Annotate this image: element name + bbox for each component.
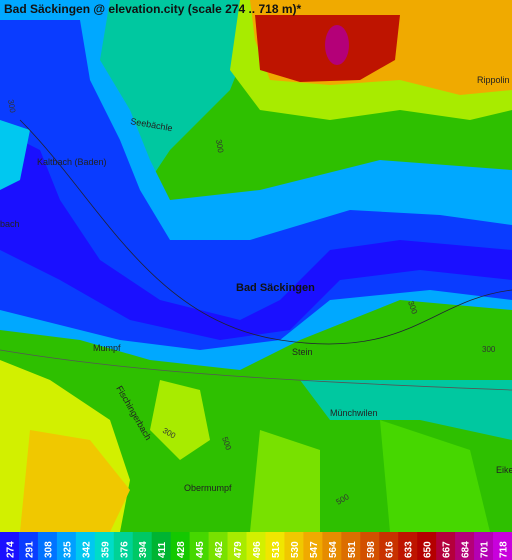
legend-label: 564 [328,541,339,558]
legend-swatch [170,532,191,560]
place-label: Stein [292,347,313,357]
legend-swatch [132,532,153,560]
legend-label: 684 [461,541,472,558]
legend-swatch [360,532,380,560]
legend-swatch [455,532,475,560]
legend-label: 496 [252,541,263,558]
road [0,349,512,391]
terrain-gold [20,430,130,532]
legend-label: 616 [385,541,396,558]
legend-swatch [94,532,115,560]
legend-label: 547 [309,541,320,558]
place-label: bach [0,219,20,229]
legend-label: 274 [5,541,16,558]
legend-swatch [227,532,248,560]
legend-label: 291 [24,541,35,558]
legend-swatch [56,532,77,560]
legend: 274 291 308 325 342 359 376 394 411 428 445 462 479 4… [0,532,512,560]
legend-swatch [0,532,20,560]
legend-swatch [322,532,342,560]
legend-label: 376 [119,541,130,558]
terrain-hill4 [380,420,490,532]
legend-label: 342 [81,541,92,558]
legend-swatch [341,532,361,560]
legend-label: 530 [290,541,301,558]
contour-label: 300 [406,300,419,316]
contour-label: 300 [482,345,496,354]
terrain-hill2 [150,380,210,460]
legend-label: 598 [366,541,377,558]
legend-label: 359 [100,541,111,558]
place-label: Eike [496,465,512,475]
legend-label: 633 [404,541,415,558]
place-label: Münchwilen [330,408,378,418]
legend-label: 479 [233,541,244,558]
place-label: Kaltbach (Baden) [37,157,107,167]
legend-label: 394 [138,541,149,558]
map-title: Bad Säckingen @ elevation.city (scale 27… [4,2,302,16]
legend-swatch [493,532,512,560]
terrain-valley [300,380,512,440]
legend-label: 718 [499,541,510,558]
legend-swatch [151,532,172,560]
legend-label: 308 [43,541,54,558]
legend-label: 428 [176,541,187,558]
legend-swatch [398,532,418,560]
legend-swatch [436,532,456,560]
legend-swatch [189,532,210,560]
legend-swatch [265,532,285,560]
legend-swatch [303,532,323,560]
legend-swatch [18,532,39,560]
terrain-river [0,130,512,340]
legend-swatch [246,532,266,560]
contour-label: 300 [214,139,225,154]
legend-label: 667 [442,541,453,558]
terrain-peak [325,25,349,65]
contour-label: 500 [220,436,233,452]
legend-label: 650 [423,541,434,558]
legend-swatch [208,532,229,560]
legend-label: 701 [480,541,491,558]
place-label: Rippolin [477,75,510,85]
legend-label: 325 [62,541,73,558]
legend-label: 411 [157,541,168,558]
terrain-patch [0,120,30,190]
terrain-hill3 [250,430,320,532]
legend-label: 445 [195,541,206,558]
legend-swatch [37,532,58,560]
legend-swatch [113,532,134,560]
place-label: Obermumpf [184,483,232,493]
legend-label: 513 [271,541,282,558]
legend-swatch [474,532,494,560]
legend-label: 462 [214,541,225,558]
place-label: Bad Säckingen [236,282,315,294]
legend-swatch [417,532,437,560]
legend-swatch [284,532,304,560]
terrain [0,0,512,532]
legend-label: 581 [347,541,358,558]
legend-swatch [379,532,399,560]
place-label: Mumpf [93,343,121,353]
river-line [19,119,512,345]
contour-label: 300 [6,99,17,114]
legend-swatch [75,532,96,560]
